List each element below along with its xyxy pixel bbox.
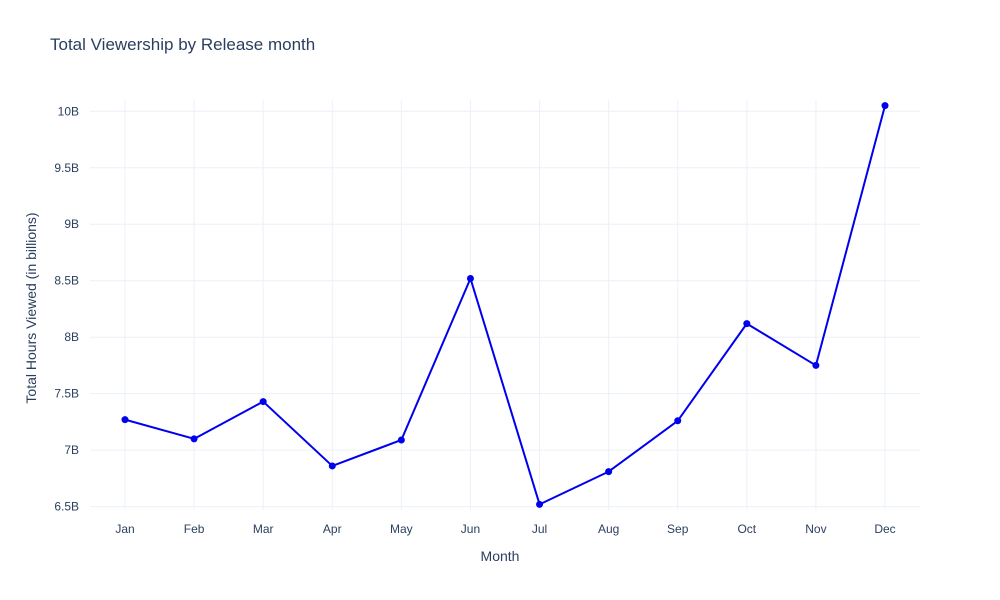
x-tick-label: Jan	[115, 522, 134, 536]
data-point	[259, 398, 267, 406]
data-point	[121, 416, 129, 424]
x-tick-label: Jun	[461, 522, 480, 536]
x-tick-label: Dec	[874, 522, 895, 536]
x-tick-label: Oct	[737, 522, 756, 536]
data-point	[536, 500, 544, 508]
x-tick-label: Sep	[667, 522, 689, 536]
x-tick-label: Nov	[805, 522, 826, 536]
y-tick-label: 7.5B	[54, 387, 79, 401]
gridlines	[90, 100, 920, 510]
chart-title: Total Viewership by Release month	[50, 35, 315, 54]
y-tick-label: 8B	[64, 330, 79, 344]
x-tick-label: May	[390, 522, 413, 536]
y-axis-title: Total Hours Viewed (in billions)	[23, 212, 39, 403]
x-tick-label: Jul	[532, 522, 547, 536]
data-point	[605, 468, 613, 476]
x-tick-label: Feb	[184, 522, 205, 536]
x-tick-label: Mar	[253, 522, 274, 536]
data-point	[743, 320, 751, 328]
data-point	[674, 417, 682, 425]
y-tick-label: 6.5B	[54, 500, 79, 514]
x-tick-label: Apr	[323, 522, 342, 536]
data-point	[397, 436, 405, 444]
x-tick-label: Aug	[598, 522, 619, 536]
x-axis-ticks: Jan Feb Mar Apr May Jun Jul Aug Sep Oct Nov Dec	[115, 522, 895, 536]
y-axis-ticks: 6.5B 7B 7.5B 8B 8.5B 9B 9.5B 10B	[54, 104, 79, 513]
y-tick-label: 9B	[64, 217, 79, 231]
y-tick-label: 7B	[64, 443, 79, 457]
data-point	[881, 102, 889, 110]
x-axis-title: Month	[481, 548, 520, 564]
series-line	[124, 105, 886, 506]
data-point	[190, 435, 198, 443]
y-tick-label: 9.5B	[54, 161, 79, 175]
data-point	[328, 462, 336, 470]
data-point	[466, 274, 474, 282]
data-point	[812, 361, 820, 369]
y-tick-label: 10B	[58, 104, 79, 118]
series-layer	[121, 102, 889, 508]
y-tick-label: 8.5B	[54, 274, 79, 288]
